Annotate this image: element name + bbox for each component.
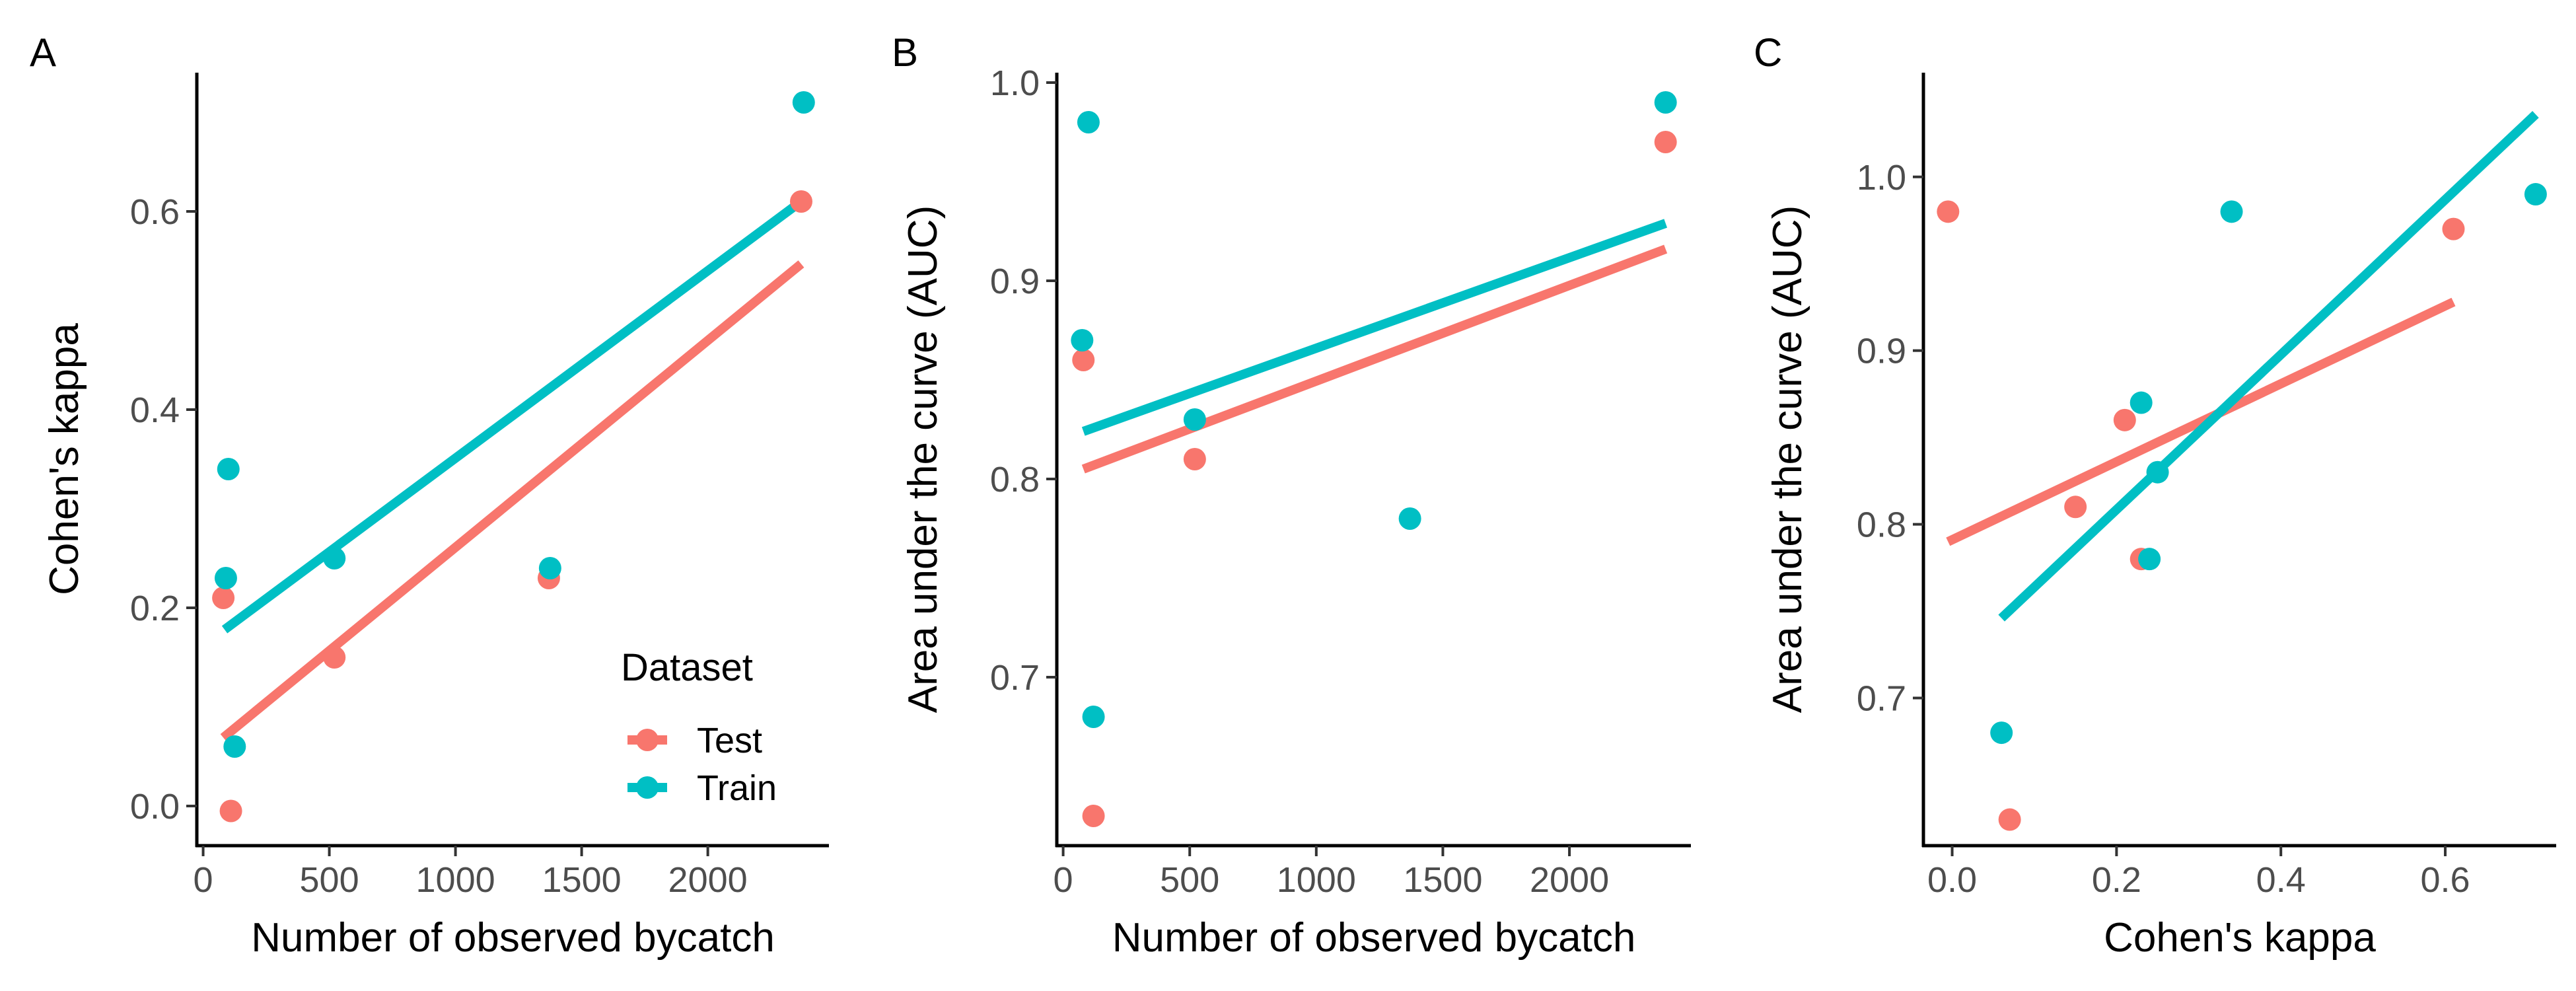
x-tick-label: 0.6	[2421, 860, 2470, 900]
fit-line-test	[1081, 244, 1668, 474]
point-test	[1937, 200, 1960, 223]
x-axis-title: Number of observed bycatch	[1112, 915, 1636, 961]
x-tick-label: 1500	[542, 860, 622, 900]
x-axis-title: Cohen's kappa	[2104, 915, 2376, 961]
legend-label: Test	[697, 721, 762, 760]
y-axis-title: Area under the curve (AUC)	[900, 205, 946, 713]
y-tick-label: 0.6	[130, 192, 180, 232]
panel-letter: A	[30, 30, 56, 75]
point-test	[212, 587, 235, 609]
point-train	[1071, 329, 1094, 351]
x-tick-label: 0.4	[2256, 860, 2306, 900]
y-tick-label: 0.8	[1857, 505, 1906, 545]
x-tick-label: 1000	[416, 860, 495, 900]
x-tick-label: 0	[194, 860, 213, 900]
y-tick-label: 0.7	[1857, 679, 1906, 719]
point-train	[1990, 721, 2013, 745]
y-axis-title: Area under the curve (AUC)	[1765, 205, 1810, 713]
point-train	[2138, 548, 2161, 571]
point-train	[1077, 111, 1100, 133]
point-train	[792, 91, 815, 114]
point-test	[1072, 349, 1095, 371]
legend-title: Dataset	[621, 646, 753, 689]
y-tick-label: 0.9	[1857, 332, 1906, 371]
x-tick-label: 1500	[1403, 860, 1482, 900]
point-test	[1654, 131, 1677, 153]
point-train	[223, 735, 246, 758]
x-tick-label: 500	[300, 860, 359, 900]
x-tick-label: 2000	[668, 860, 748, 900]
y-tick-label: 0.8	[990, 460, 1040, 499]
fit-line-train	[221, 196, 806, 634]
point-train	[214, 567, 237, 589]
point-test	[1998, 808, 2021, 831]
x-tick-label: 0.2	[2092, 860, 2141, 900]
legend-key-point	[636, 776, 659, 799]
y-tick-label: 0.9	[990, 262, 1040, 301]
point-train	[323, 547, 346, 569]
panel-c: C 0.0 0.2 0.4 0.6 0.7 0.8 0.9 1.0 Cohen's kappa Ar…	[1754, 30, 2556, 961]
point-train	[217, 458, 240, 480]
panel-b: B 0 500 1000 1500 2000 0.7 0.8 0.9 1.0 Number of o…	[892, 30, 1691, 961]
point-train	[2524, 183, 2547, 206]
x-axis-title: Number of observed bycatch	[251, 915, 775, 961]
x-tick-label: 500	[1160, 860, 1219, 900]
legend-key-point	[636, 729, 659, 751]
panel-a: A 0 500 1000 1500 2000 0.0 0.2 0.4 0.6 Number of o…	[30, 30, 829, 961]
y-tick-label: 1.0	[990, 63, 1040, 103]
point-test	[2442, 217, 2465, 240]
point-train	[2129, 391, 2153, 414]
panel-letter: C	[1754, 30, 1782, 75]
point-test	[219, 799, 242, 823]
point-test	[2064, 495, 2087, 519]
point-train	[2220, 200, 2243, 223]
y-tick-label: 0.4	[130, 390, 180, 430]
fit-line-test	[1946, 297, 2456, 546]
point-train	[538, 557, 561, 579]
point-train	[1654, 91, 1677, 114]
point-train	[1082, 706, 1105, 728]
point-train	[2146, 460, 2169, 484]
point-train	[1398, 507, 1421, 530]
legend: Dataset Test Train	[621, 646, 777, 808]
fit-line-test	[220, 260, 805, 741]
point-test	[1082, 805, 1105, 827]
legend-label: Train	[697, 768, 777, 808]
y-tick-label: 0.2	[130, 589, 180, 628]
point-test	[1183, 448, 1206, 470]
point-test	[789, 190, 812, 213]
point-train	[1183, 408, 1206, 431]
fit-line-train	[1998, 111, 2539, 622]
y-axis-title: Cohen's kappa	[42, 323, 87, 595]
x-tick-label: 1000	[1277, 860, 1356, 900]
point-test	[2113, 408, 2136, 431]
point-test	[323, 646, 346, 669]
x-tick-label: 2000	[1530, 860, 1609, 900]
y-tick-label: 0.7	[990, 658, 1040, 698]
y-tick-label: 0.0	[130, 787, 180, 826]
panel-letter: B	[892, 30, 918, 75]
x-tick-label: 0.0	[1927, 860, 1977, 900]
fit-line-train	[1081, 219, 1668, 436]
y-tick-label: 1.0	[1857, 158, 1906, 198]
x-tick-label: 0	[1054, 860, 1073, 900]
